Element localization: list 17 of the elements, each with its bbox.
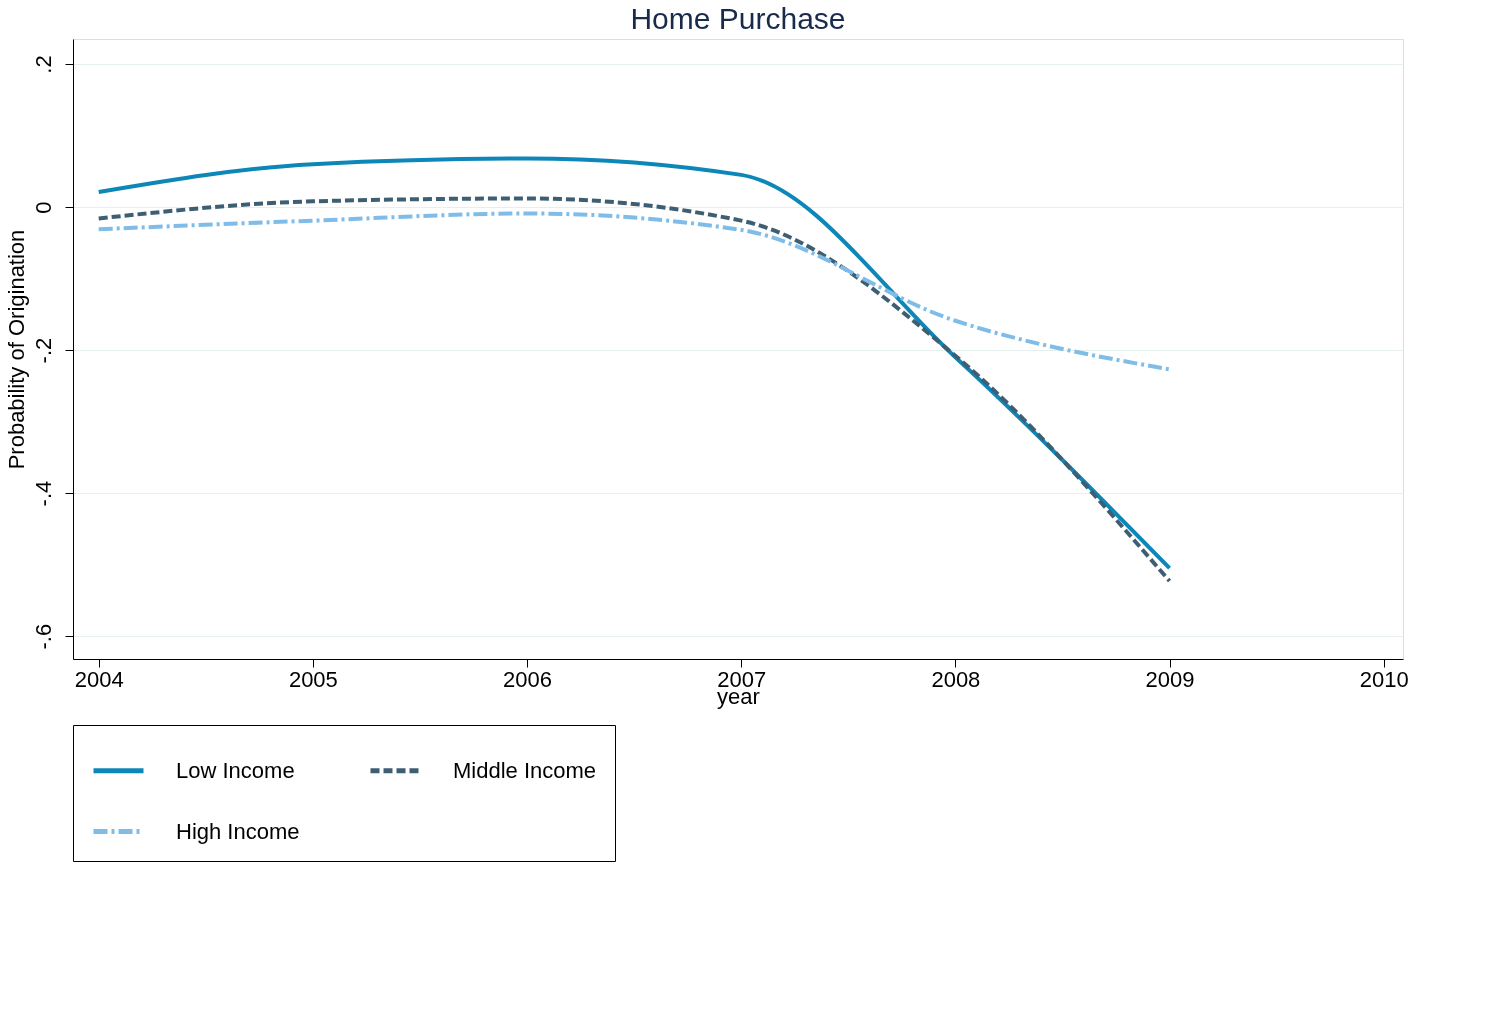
y-tick-label: 0 — [30, 201, 56, 214]
y-tick-label: -.2 — [30, 337, 56, 364]
x-tick-label: 2006 — [503, 666, 553, 692]
y-tick-label: .2 — [30, 55, 56, 74]
x-tick-label: 2010 — [1359, 666, 1409, 692]
legend-label: Middle Income — [453, 757, 597, 783]
y-tick-label: -.6 — [30, 623, 56, 650]
legend-label: High Income — [176, 818, 300, 844]
x-tick-label: 2005 — [288, 666, 338, 692]
x-tick-label: 2004 — [74, 666, 124, 692]
x-tick-label: 2009 — [1145, 666, 1195, 692]
chart-title: Home Purchase — [630, 2, 846, 35]
y-tick-label: -.4 — [30, 480, 56, 507]
x-tick-label: 2008 — [931, 666, 981, 692]
line-series — [96, 211, 1172, 372]
y-axis-title: Probability of Origination — [3, 229, 29, 470]
legend-label: Low Income — [176, 757, 295, 783]
